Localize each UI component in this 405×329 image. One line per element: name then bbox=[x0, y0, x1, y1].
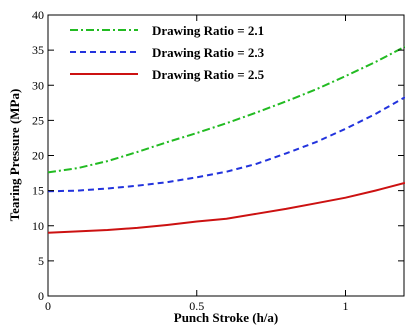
x-tick-label: 1 bbox=[343, 299, 349, 313]
legend-label-1: Drawing Ratio = 2.1 bbox=[152, 23, 264, 38]
x-tick-label: 0 bbox=[45, 299, 51, 313]
series-layer bbox=[47, 45, 405, 234]
y-tick-label: 5 bbox=[38, 254, 44, 268]
x-tick-label: 0.5 bbox=[189, 299, 204, 313]
x-axis-label: Punch Stroke (h/a) bbox=[174, 310, 279, 325]
y-tick-label: 20 bbox=[32, 149, 44, 163]
legend-label-3: Drawing Ratio = 2.5 bbox=[152, 67, 265, 82]
y-tick-label: 30 bbox=[32, 78, 44, 92]
y-tick-label: 15 bbox=[32, 184, 44, 198]
legend: Drawing Ratio = 2.1 Drawing Ratio = 2.3 Dr… bbox=[70, 23, 265, 82]
y-tick-label: 25 bbox=[32, 113, 44, 127]
ticks-layer: 0 5 10 15 20 25 30 35 40 0 0.5 1 bbox=[32, 8, 404, 313]
y-tick-label: 10 bbox=[32, 219, 44, 233]
series-line-3 bbox=[47, 181, 405, 234]
legend-label-2: Drawing Ratio = 2.3 bbox=[152, 45, 265, 60]
y-tick-label: 40 bbox=[32, 8, 44, 22]
series-line-1 bbox=[47, 45, 405, 174]
y-tick-label: 0 bbox=[38, 289, 44, 303]
series-line-2 bbox=[47, 96, 405, 193]
y-axis-label: Tearing Pressure (MPa) bbox=[7, 89, 22, 222]
y-tick-label: 35 bbox=[32, 43, 44, 57]
